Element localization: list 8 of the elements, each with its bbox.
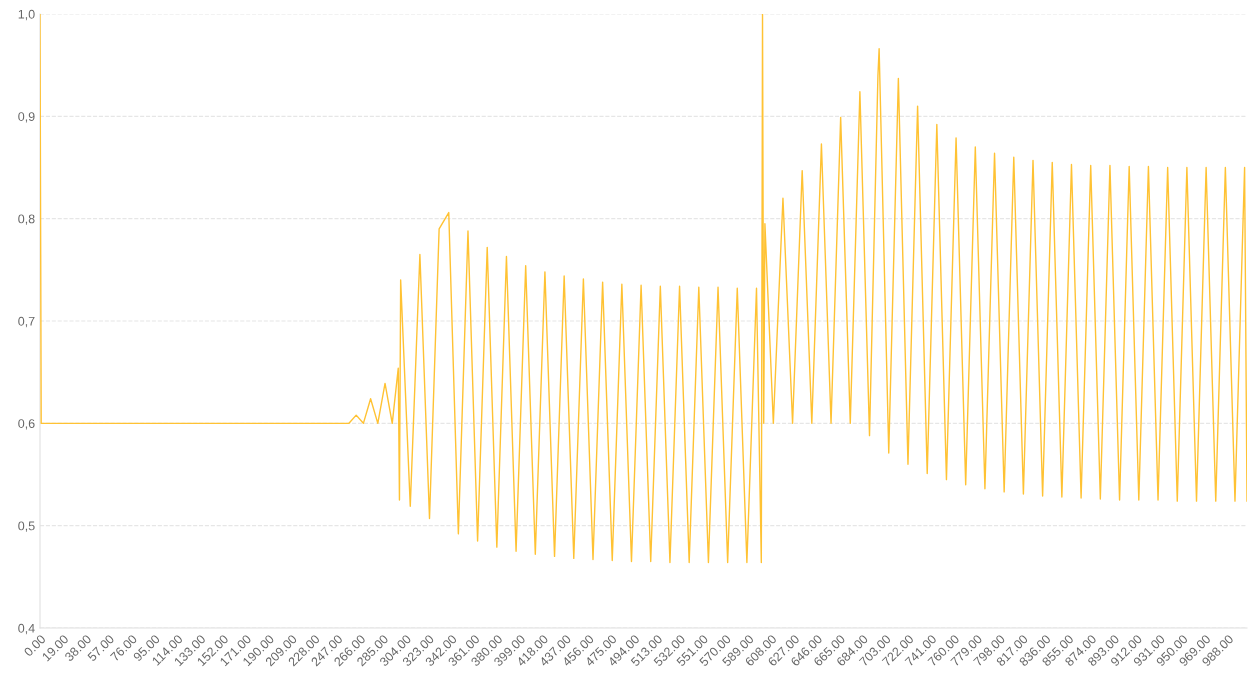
y-tick-label: 0,8: [18, 214, 35, 225]
y-tick-label: 0,5: [18, 521, 35, 532]
line-series: [40, 14, 1247, 564]
y-tick-label: 0,9: [18, 112, 35, 123]
y-tick-label: 0,4: [18, 623, 35, 635]
y-tick-label: 1,0: [18, 9, 35, 21]
y-tick-label: 0,6: [18, 419, 35, 430]
y-tick-label: 0,7: [18, 316, 35, 328]
